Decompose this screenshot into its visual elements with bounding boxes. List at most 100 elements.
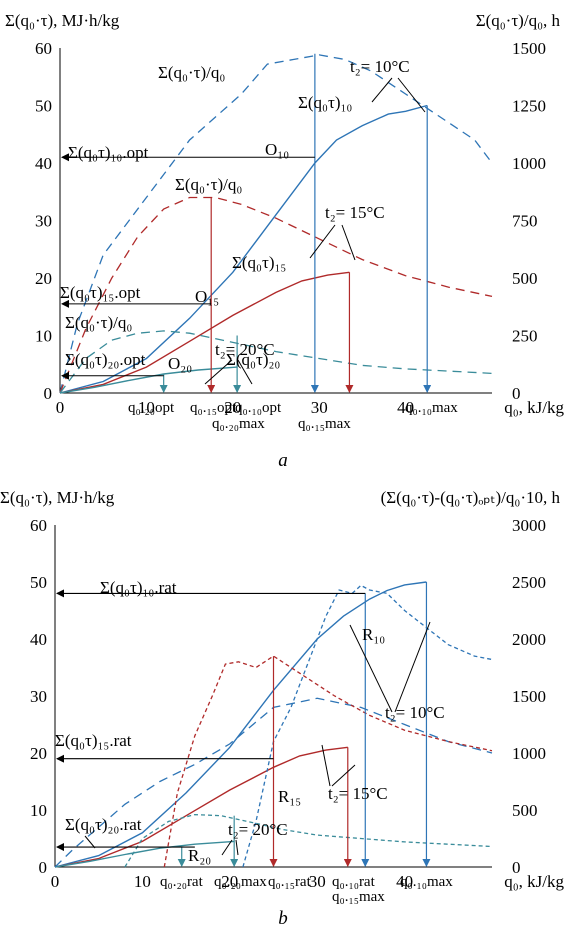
x-axis-title: q₀, kJ/kg: [504, 872, 564, 891]
right-tick-label: 1500: [512, 687, 546, 706]
ratio20-label: Σ(q₀·τ)/q₀: [65, 313, 132, 332]
q15opt-label: q₀.₁₅opt: [190, 400, 237, 416]
series-line: [124, 813, 493, 868]
left-tick-label: 60: [35, 39, 52, 58]
left-tick-label: 0: [44, 384, 53, 403]
x-tick-label: 10: [134, 872, 151, 891]
right-tick-label: 0: [512, 384, 521, 403]
q20rat-label: q₀.₂₀rat: [160, 874, 204, 890]
right-tick-label: 750: [512, 212, 538, 231]
rat10-label: Σ(q₀τ)₁₀.rat: [100, 578, 177, 597]
series-line: [54, 840, 235, 868]
series-line: [163, 655, 493, 868]
q15max-label: q₀.₁₅max: [298, 416, 351, 432]
x-tick-label: 40: [396, 872, 413, 891]
left-tick-label: 60: [30, 516, 47, 535]
O15-label: O₁₅: [195, 287, 219, 306]
t20-label: t₂= 20°C: [215, 340, 275, 359]
series-line: [54, 746, 348, 868]
t15-label: t₂= 15°C: [328, 784, 388, 803]
leader-line: [341, 224, 356, 261]
sum15-label: Σ(q₀τ)₁₅: [232, 253, 286, 272]
series-line: [59, 271, 350, 394]
q10max-label: q₀.₁₀max: [400, 874, 453, 890]
left-tick-label: 50: [30, 573, 47, 592]
right-tick-label: 500: [512, 801, 538, 820]
chart-panel-b: Σ(q₀·τ), MJ·h/kg (Σ(q₀·τ)-(q₀·τ)ₒₚₜ)/q₀·1…: [0, 488, 565, 929]
sum10-label: Σ(q₀τ)₁₀: [298, 93, 352, 112]
q15max-label: q₀.₁₅max: [332, 889, 385, 905]
series-line: [59, 54, 493, 394]
right-tick-label: 1000: [512, 154, 546, 173]
rat20-label: Σ(q₀τ)₂₀.rat: [65, 815, 142, 834]
x-tick-label: 40: [397, 398, 414, 417]
ratio10-label: Σ(q₀·τ)/q₀: [158, 63, 225, 82]
leader-line: [309, 224, 336, 259]
panel-caption: a: [278, 450, 288, 471]
left-axis-title: Σ(q₀·τ), MJ·h/kg: [5, 11, 120, 30]
leader-line: [235, 839, 239, 856]
right-tick-label: 500: [512, 269, 538, 288]
R20-label: R₂₀: [188, 846, 211, 865]
left-tick-label: 30: [35, 212, 52, 231]
right-tick-label: 1250: [512, 97, 546, 116]
q10rat-label: q₀.₁₀rat: [332, 874, 376, 890]
x-tick-label: 30: [311, 398, 328, 417]
leader-line: [371, 77, 393, 103]
x-axis-title: q₀, kJ/kg: [504, 398, 564, 417]
t15-label: t₂= 15°C: [325, 203, 385, 222]
leader-line: [221, 839, 233, 856]
q10opt-label: q₀.₁₀opt: [235, 400, 282, 416]
left-tick-label: 40: [30, 630, 47, 649]
x-tick-label: 20: [221, 872, 238, 891]
left-tick-label: 30: [30, 687, 47, 706]
leader-line: [204, 359, 233, 385]
left-tick-label: 40: [35, 154, 52, 173]
R15-label: R₁₅: [278, 787, 301, 806]
rat15-label: Σ(q₀τ)₁₅.rat: [55, 731, 132, 750]
ratio15-label: Σ(q₀·τ)/q₀: [175, 175, 242, 194]
O20-label: O₂₀: [168, 354, 192, 373]
series-line: [59, 330, 493, 394]
right-tick-label: 250: [512, 327, 538, 346]
x-tick-label: 10: [138, 398, 155, 417]
right-tick-label: 2500: [512, 573, 546, 592]
series-line: [59, 196, 493, 394]
opt15-label: Σ(q₀τ)₁₅.opt: [60, 283, 141, 302]
left-tick-label: 20: [35, 269, 52, 288]
t20-label: t₂= 20°C: [228, 820, 288, 839]
chart-panel-a: Σ(q₀·τ), MJ·h/kg Σ(q₀·τ)/q₀, h 0 10 20 30 40 50…: [5, 11, 565, 471]
left-tick-label: 10: [30, 801, 47, 820]
series-line: [59, 366, 238, 394]
leader-line: [331, 764, 356, 787]
leader-line: [84, 835, 96, 849]
right-tick-label: 1000: [512, 744, 546, 763]
right-tick-label: 1500: [512, 39, 546, 58]
right-tick-label: 2000: [512, 630, 546, 649]
R10-label: R₁₀: [362, 625, 385, 644]
opt20-label: Σ(q₀τ)₂₀.opt: [65, 350, 146, 369]
left-tick-label: 10: [35, 327, 52, 346]
q20opt-label: q₀.₂₀opt: [128, 400, 175, 416]
t10-label: t₂= 10°C: [350, 57, 410, 76]
x-tick-label: 0: [56, 398, 65, 417]
x-tick-label: 20: [224, 398, 241, 417]
opt10-label: Σ(q₀τ)₁₀.opt: [68, 143, 149, 162]
q20max-label: q₀.₂₀max: [212, 416, 265, 432]
left-tick-label: 0: [39, 858, 48, 877]
series-line: [54, 697, 493, 868]
q10max-label: q₀.₁₀max: [405, 400, 458, 416]
x-tick-label: 30: [309, 872, 326, 891]
series-line: [54, 581, 427, 868]
right-tick-label: 3000: [512, 516, 546, 535]
left-tick-label: 20: [30, 744, 47, 763]
leader-line: [237, 359, 253, 385]
leader-line: [349, 624, 393, 713]
leader-line: [397, 77, 426, 113]
panel-caption: b: [278, 908, 288, 929]
series-line: [59, 104, 428, 394]
right-axis-title: Σ(q₀·τ)/q₀, h: [476, 11, 561, 30]
x-tick-label: 0: [51, 872, 60, 891]
right-axis-title: (Σ(q₀·τ)-(q₀·τ)ₒₚₜ)/q₀·10, h: [381, 488, 561, 507]
series-line: [242, 584, 493, 868]
